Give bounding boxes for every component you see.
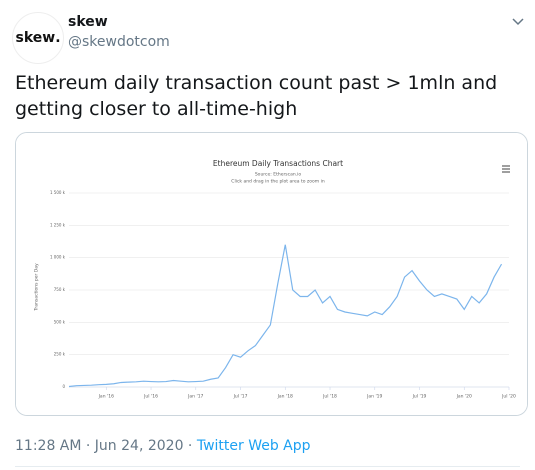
display-name[interactable]: skew xyxy=(68,14,108,30)
handle[interactable]: @skewdotcom xyxy=(68,34,170,50)
timestamp[interactable]: 11:28 AM · Jun 24, 2020 · xyxy=(15,438,193,454)
x-tick-label: Jan '19 xyxy=(366,394,382,400)
media-card[interactable]: Ethereum Daily Transactions Chart Source… xyxy=(15,132,528,416)
avatar[interactable]: skew. xyxy=(12,12,64,64)
divider xyxy=(15,466,520,467)
y-axis-label: Transactions per Day xyxy=(34,263,40,312)
y-tick-label: 750 k xyxy=(54,287,66,292)
x-tick-label: Jul '17 xyxy=(233,394,248,400)
x-tick-label: Jul '19 xyxy=(412,394,427,400)
y-tick-label: 0 xyxy=(62,384,65,389)
x-tick-label: Jan '18 xyxy=(277,394,293,400)
y-tick-label: 1 500 k xyxy=(50,190,66,195)
x-tick-label: Jan '16 xyxy=(98,394,114,400)
source-link[interactable]: Twitter Web App xyxy=(196,438,311,454)
y-tick-label: 1 000 k xyxy=(50,255,66,260)
footer: 11:28 AM · Jun 24, 2020 · Twitter Web Ap… xyxy=(15,438,311,454)
chart-title: Ethereum Daily Transactions Chart xyxy=(213,159,343,168)
tweet-text: Ethereum daily transaction count past > … xyxy=(15,72,498,120)
data-line xyxy=(68,244,503,388)
chart-annotation: Click and drag in the plot area to zoom … xyxy=(231,179,325,185)
chart-subtitle: Source: Etherscan.io xyxy=(255,172,302,178)
chart-bg xyxy=(16,133,527,415)
y-tick-label: 250 k xyxy=(54,352,66,357)
x-tick-label: Jan '17 xyxy=(187,394,203,400)
x-tick-label: Jul '16 xyxy=(143,394,158,400)
avatar-text: skew xyxy=(15,30,56,46)
y-tick-label: 1 250 k xyxy=(50,222,66,227)
menu-icon[interactable] xyxy=(502,165,510,173)
more-chevron[interactable] xyxy=(510,14,526,30)
x-tick-label: Jul '18 xyxy=(322,394,337,400)
x-tick-label: Jan '20 xyxy=(456,394,472,400)
y-tick-label: 500 k xyxy=(54,319,66,324)
chart: Ethereum Daily Transactions Chart Source… xyxy=(16,133,527,415)
x-tick-label: Jul '20 xyxy=(501,394,516,400)
